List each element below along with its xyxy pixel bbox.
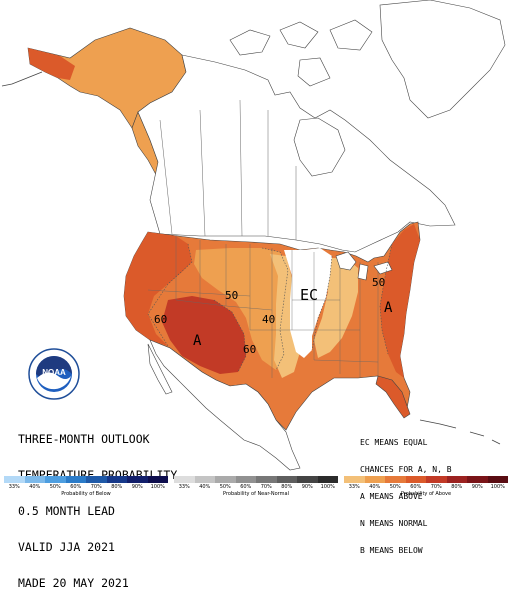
title-line: 0.5 MONTH LEAD — [18, 504, 115, 518]
legend-swatch — [317, 476, 338, 483]
legend-tick: 90% — [301, 484, 313, 490]
above-label-east: A — [384, 300, 393, 316]
noaa-logo: NOAA — [28, 348, 80, 400]
legend-tick: 60% — [410, 484, 422, 490]
legend-below: 33% 40% 50% 60% 70% 80% 90% 100% Probability of… — [4, 476, 168, 503]
legend-swatch — [45, 476, 66, 483]
legend-swatch — [215, 476, 236, 483]
legend-tick: 70% — [90, 484, 102, 490]
baja-california — [147, 343, 173, 395]
caribbean-islands — [419, 419, 501, 445]
legend-swatch — [24, 476, 45, 483]
outlook-map — [1, 0, 506, 471]
contour-label-40-central: 40 — [262, 313, 276, 326]
alaska-above-high-area — [28, 48, 75, 80]
florida-area — [375, 375, 411, 419]
legend-swatch — [194, 476, 215, 483]
key-line: EC MEANS EQUAL — [360, 438, 428, 447]
key-line: B MEANS BELOW — [360, 546, 423, 555]
legend-tick: 100% — [490, 484, 505, 490]
legend-tick: 90% — [471, 484, 483, 490]
above-label-southwest: A — [193, 333, 202, 349]
legend-swatch — [86, 476, 107, 483]
legend-tick: 40% — [29, 484, 41, 490]
key-line: N MEANS NORMAL — [360, 519, 428, 528]
state-lines — [147, 236, 379, 378]
legend-swatch — [344, 476, 365, 483]
legend-swatch — [297, 476, 318, 483]
title-line: MADE 20 MAY 2021 — [18, 576, 129, 590]
legend-tick: 100% — [150, 484, 165, 490]
legend-tick: 70% — [260, 484, 272, 490]
title-line: THREE-MONTH OUTLOOK — [18, 432, 150, 446]
legend-swatch — [106, 476, 127, 483]
contour-label-50-west: 50 — [225, 289, 239, 302]
contour-label-60-west: 60 — [154, 313, 168, 326]
canada-province-lines — [159, 99, 297, 240]
legend-swatch — [467, 476, 488, 483]
legend-swatch — [174, 476, 195, 483]
legend-tick: 33% — [178, 484, 190, 490]
mexico-outline — [149, 339, 301, 471]
ec-label: EC — [300, 286, 319, 304]
contour-label-50-east: 50 — [372, 276, 386, 289]
legend-swatch — [405, 476, 426, 483]
legend-tick: 100% — [320, 484, 335, 490]
east-above-33-area — [314, 258, 358, 358]
plains-above-40-area — [194, 248, 288, 370]
legend-tick: 70% — [430, 484, 442, 490]
legend-swatch — [147, 476, 168, 483]
legend-tick: 80% — [111, 484, 123, 490]
east-above-60-area — [380, 224, 420, 378]
legend-swatch — [65, 476, 86, 483]
legend-above-title: Probability of Above — [400, 491, 452, 497]
legend-above: 33% 40% 50% 60% 70% 80% 90% 100% Probability of… — [344, 476, 508, 503]
legend-swatch — [426, 476, 447, 483]
ec-equal-chances-area — [284, 248, 332, 358]
contour-label-60-south: 60 — [243, 343, 257, 356]
title-block: THREE-MONTH OUTLOOK TEMPERATURE PROBABIL… — [18, 409, 177, 601]
legend-tick: 40% — [369, 484, 381, 490]
legend-tick: 60% — [70, 484, 82, 490]
legend-swatch — [256, 476, 277, 483]
west-above-60-area — [124, 232, 192, 346]
legend-swatch — [385, 476, 406, 483]
aleutian-islands — [1, 71, 43, 87]
greenland — [379, 0, 506, 119]
legend-tick: 50% — [49, 484, 61, 490]
legend-swatch — [276, 476, 297, 483]
key-line: CHANCES FOR A, N, B — [360, 465, 452, 474]
hudson-bay — [293, 117, 346, 177]
legend-above-bar — [344, 476, 508, 483]
legend-near-normal-title: Probability of Near-Normal — [223, 491, 289, 497]
legend-tick: 33% — [348, 484, 360, 490]
legend-tick: 40% — [199, 484, 211, 490]
noaa-logo-text: NOAA — [42, 368, 66, 377]
legend-tick: 80% — [281, 484, 293, 490]
legend-swatch — [127, 476, 148, 483]
legend-tick: 50% — [389, 484, 401, 490]
legend-tick: 80% — [451, 484, 463, 490]
plains-above-33-area — [270, 254, 300, 378]
canada-outline — [137, 54, 456, 253]
legend-near-normal-bar — [174, 476, 338, 483]
title-line: VALID JJA 2021 — [18, 540, 115, 554]
legend-tick: 33% — [8, 484, 20, 490]
legend-near-normal: 33% 40% 50% 60% 70% 80% 90% 100% Probability of… — [174, 476, 338, 503]
legend-swatch — [364, 476, 385, 483]
great-lakes — [335, 251, 393, 281]
legend-tick: 50% — [219, 484, 231, 490]
legend-swatch — [487, 476, 508, 483]
legend-below-bar — [4, 476, 168, 483]
legend-tick: 90% — [131, 484, 143, 490]
key-line: A MEANS ABOVE — [360, 492, 423, 501]
legend-tick: 60% — [240, 484, 252, 490]
legend-swatch — [4, 476, 25, 483]
southwest-above-70-area — [162, 296, 246, 374]
legend-below-title: Probability of Below — [61, 491, 111, 497]
legend-swatch — [235, 476, 256, 483]
legend-swatch — [446, 476, 467, 483]
